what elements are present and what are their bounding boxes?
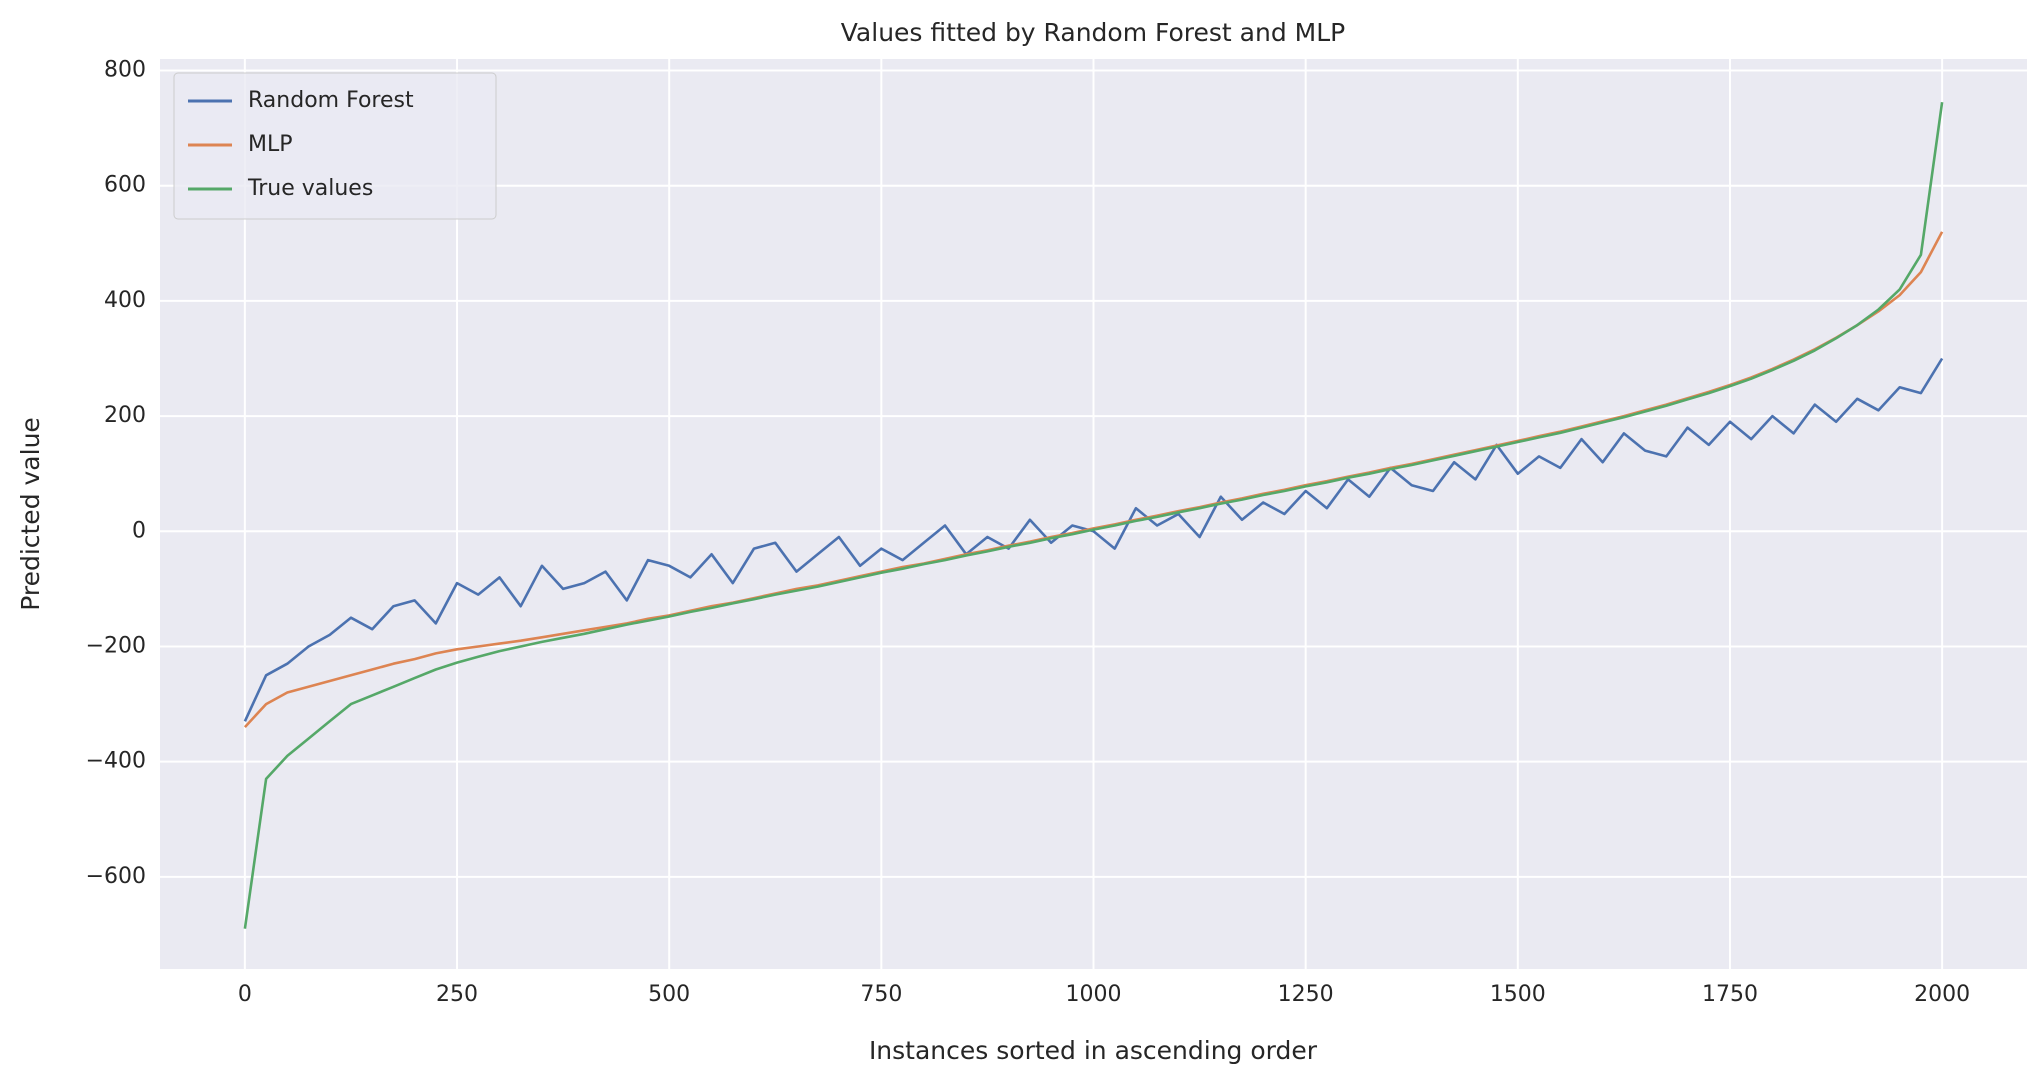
x-tick-label: 2000 — [1914, 982, 1970, 1007]
x-tick-label: 1000 — [1066, 982, 1122, 1007]
y-tick-label: −400 — [86, 749, 146, 774]
chart-title: Values fitted by Random Forest and MLP — [841, 18, 1345, 47]
y-tick-label: −200 — [86, 633, 146, 658]
y-tick-label: 800 — [104, 58, 146, 83]
x-tick-label: 500 — [648, 982, 690, 1007]
series-line — [243, 357, 1944, 722]
legend-label: True values — [247, 176, 373, 201]
x-tick-label: 750 — [860, 982, 902, 1007]
legend-label: MLP — [248, 132, 293, 157]
y-tick-label: 0 — [132, 518, 146, 543]
x-tick-label: 0 — [238, 982, 252, 1007]
x-axis-label: Instances sorted in ascending order — [869, 1036, 1318, 1065]
legend-box — [173, 72, 497, 220]
legend-label: Random Forest — [248, 88, 414, 113]
y-tick-label: 200 — [104, 403, 146, 428]
x-tick-label: 1750 — [1702, 982, 1758, 1007]
y-tick-label: 400 — [104, 288, 146, 313]
x-tick-label: 250 — [436, 982, 478, 1007]
y-tick-label: 600 — [104, 173, 146, 198]
y-axis-label: Predicted value — [16, 417, 45, 611]
x-tick-label: 1500 — [1490, 982, 1546, 1007]
x-tick-label: 1250 — [1278, 982, 1334, 1007]
series-line — [243, 102, 1944, 929]
y-tick-label: −600 — [86, 864, 146, 889]
